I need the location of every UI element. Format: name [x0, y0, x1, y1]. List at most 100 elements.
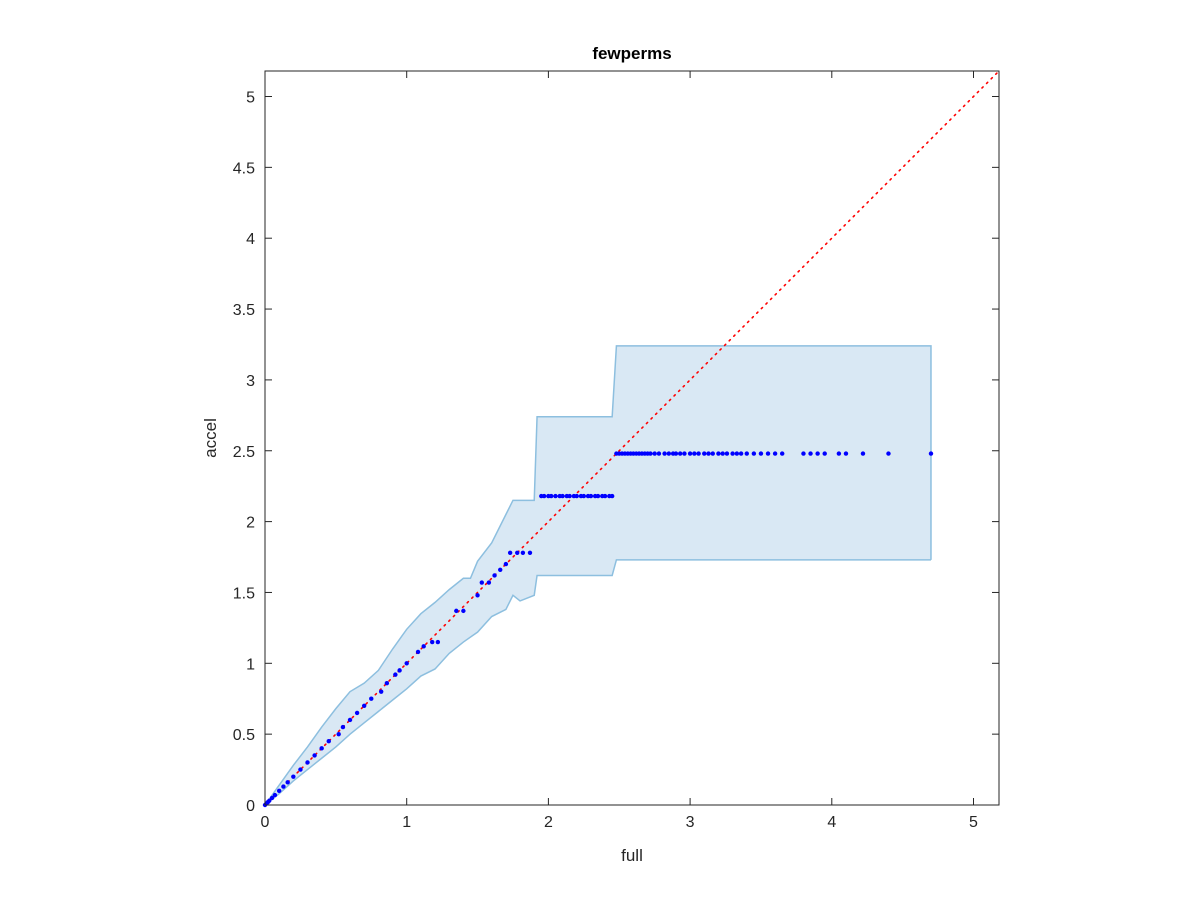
data-point — [843, 451, 849, 456]
data-point — [291, 774, 296, 779]
data-point — [815, 451, 820, 456]
data-point — [886, 451, 891, 456]
data-point — [454, 608, 459, 614]
data-point — [384, 680, 390, 686]
data-point — [326, 739, 331, 744]
data-point — [541, 493, 547, 499]
y-tick-label: 4.5 — [233, 160, 255, 177]
data-point — [319, 746, 324, 751]
axes — [264, 70, 1000, 806]
x-tick-label: 5 — [969, 814, 978, 831]
data-point — [515, 550, 520, 555]
data-point — [682, 451, 687, 456]
data-point — [272, 792, 278, 798]
data-point — [609, 493, 615, 499]
data-point — [461, 608, 466, 614]
data-point — [822, 451, 827, 456]
y-tick-label: 5 — [246, 90, 255, 107]
y-tick-label: 0 — [246, 798, 255, 815]
data-point — [860, 451, 866, 456]
data-point — [588, 493, 594, 499]
data-point — [281, 784, 286, 789]
data-point — [560, 493, 565, 499]
x-tick-label: 3 — [686, 814, 695, 831]
data-point — [369, 696, 374, 701]
data-point — [404, 661, 409, 666]
data-point — [720, 451, 725, 456]
chart-title: fewperms — [592, 44, 671, 63]
data-point — [361, 703, 367, 709]
data-point — [730, 451, 735, 456]
data-point — [765, 451, 771, 456]
data-point — [702, 451, 707, 456]
data-point — [696, 451, 701, 456]
data-point — [397, 668, 402, 673]
data-point — [724, 451, 730, 456]
plot-box — [264, 70, 1000, 806]
x-axis-label: full — [621, 846, 643, 865]
data-point — [801, 451, 806, 456]
reference-line-yx — [264, 70, 1000, 806]
data-point — [751, 451, 757, 456]
data-point — [710, 451, 715, 456]
data-point — [503, 561, 509, 567]
data-point — [305, 760, 310, 765]
data-point — [553, 493, 558, 499]
tick-labels: 0 1 2 3 4 5 0 0.5 1 1.5 2 2.5 3 3.5 4 4.5 5 — [233, 90, 978, 831]
x-tick-label: 0 — [261, 814, 270, 831]
data-point — [662, 451, 667, 456]
data-point — [706, 451, 711, 456]
data-point — [734, 451, 740, 456]
data-point — [507, 550, 513, 555]
y-tick-label: 3 — [246, 373, 255, 390]
y-tick-label: 1.5 — [233, 585, 255, 602]
data-point — [602, 493, 608, 499]
band-upper-edge — [264, 345, 932, 806]
data-point — [744, 451, 749, 456]
data-point — [298, 767, 303, 772]
data-point — [347, 717, 353, 723]
y-axis-label: accel — [201, 418, 220, 458]
data-point — [673, 451, 679, 456]
data-point — [479, 580, 484, 585]
x-tick-label: 1 — [402, 814, 411, 831]
data-point — [666, 451, 672, 456]
data-point — [520, 550, 526, 555]
data-point — [486, 580, 492, 585]
data-point — [581, 493, 587, 499]
data-point — [269, 795, 275, 801]
data-point — [285, 780, 290, 785]
data-point — [312, 753, 317, 758]
data-point — [687, 451, 693, 456]
data-point — [336, 731, 341, 737]
y-tick-label: 2.5 — [233, 444, 255, 461]
data-point — [430, 639, 435, 645]
data-point — [475, 593, 480, 598]
data-point — [656, 451, 662, 456]
data-point — [758, 451, 764, 456]
y-tick-label: 2 — [246, 515, 255, 532]
y-tick-label: 4 — [246, 231, 255, 248]
data-point — [340, 724, 346, 730]
x-tick-label: 2 — [544, 814, 553, 831]
y-tick-label: 0.5 — [233, 727, 255, 744]
data-point — [692, 451, 697, 456]
data-point — [808, 451, 813, 456]
band-lower-edge — [264, 559, 931, 806]
data-point — [648, 451, 653, 456]
data-point — [595, 493, 601, 499]
data-point — [567, 493, 572, 499]
reference-line — [264, 70, 1000, 806]
data-point — [421, 644, 426, 649]
data-point — [677, 451, 683, 456]
data-point — [738, 451, 744, 456]
data-point — [549, 493, 554, 499]
y-tick-label: 3.5 — [233, 302, 255, 319]
data-point — [772, 451, 778, 456]
data-point — [498, 567, 503, 572]
data-point — [276, 788, 282, 794]
data-point — [836, 451, 842, 456]
confidence-band — [264, 345, 932, 806]
scatter-points — [262, 451, 934, 808]
data-point — [928, 451, 934, 456]
